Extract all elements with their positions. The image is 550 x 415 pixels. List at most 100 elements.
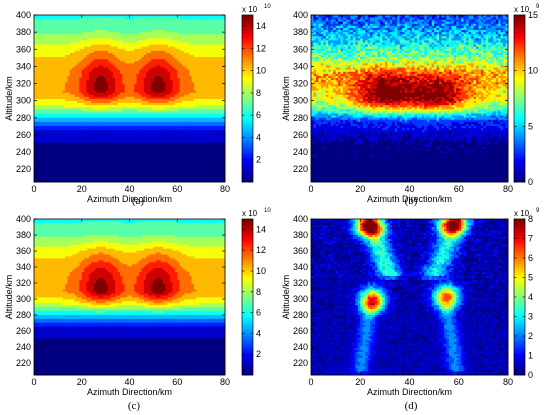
colorbar-tick-label: 14 (256, 21, 266, 31)
colorbar-tick-label: 10 (528, 66, 538, 76)
heatmap-a (34, 15, 225, 182)
y-tick-label: 220 (16, 164, 31, 174)
y-tick-label: 360 (16, 246, 31, 256)
y-tick-label: 400 (16, 10, 31, 20)
y-tick-label: 280 (293, 113, 308, 123)
y-tick-label: 320 (293, 79, 308, 89)
y-tick-label: 320 (293, 278, 308, 288)
colorbar-tick-label: 2 (528, 331, 533, 341)
y-axis-label: Altitude/km (281, 275, 291, 320)
caption-c: (c) (128, 400, 141, 412)
x-tick-label: 40 (404, 184, 414, 194)
x-tick-label: 20 (355, 377, 365, 387)
colorbar-tick-label: 10 (256, 66, 266, 76)
y-axis-label: Altitude/km (281, 76, 291, 121)
x-tick-label: 20 (355, 184, 365, 194)
y-tick-label: 240 (293, 342, 308, 352)
colorbar-multiplier: x 10 (242, 209, 258, 218)
colorbar-tick-label: 12 (256, 43, 266, 53)
y-axis-label: Altitude/km (4, 275, 14, 320)
x-tick-label: 0 (31, 377, 36, 387)
colorbar-tick-label: 14 (256, 224, 266, 234)
y-tick-label: 240 (16, 342, 31, 352)
x-axis-label: Azimuth Direction/km (367, 387, 452, 397)
y-tick-label: 400 (16, 214, 31, 224)
colorbar-tick-label: 6 (528, 253, 533, 263)
y-tick-label: 320 (16, 278, 31, 288)
y-tick-label: 280 (16, 310, 31, 320)
colorbar-tick-label: 5 (528, 273, 533, 283)
caption-a: (a) (132, 195, 145, 207)
colorbar-tick-label: 2 (256, 155, 261, 165)
y-tick-label: 240 (16, 147, 31, 157)
colorbar-exponent: 9 (536, 208, 540, 214)
y-axis-label: Altitude/km (4, 76, 14, 121)
colorbar-tick-label: 1 (528, 351, 533, 361)
x-tick-label: 20 (77, 184, 87, 194)
x-tick-label: 0 (308, 184, 313, 194)
x-axis-label: Azimuth Direction/km (87, 387, 172, 397)
x-tick-label: 60 (172, 184, 182, 194)
y-tick-label: 300 (293, 294, 308, 304)
y-tick-label: 380 (16, 27, 31, 37)
colorbar-tick-label: 2 (256, 349, 261, 359)
panel-c: 0 20 40 60 80220240260280300320340360380400A… (4, 208, 271, 397)
y-tick-label: 260 (16, 326, 31, 336)
y-tick-label: 260 (293, 130, 308, 140)
colorbar-tick-label: 15 (528, 10, 538, 20)
x-tick-label: 40 (404, 377, 414, 387)
panel-d: 0 20 40 60 80220240260280300320340360380400A… (281, 208, 540, 397)
x-tick-label: 20 (77, 377, 87, 387)
x-tick-label: 80 (503, 184, 513, 194)
y-tick-label: 300 (16, 294, 31, 304)
y-tick-label: 340 (16, 61, 31, 71)
y-tick-label: 220 (293, 358, 308, 368)
x-tick-label: 80 (503, 377, 513, 387)
y-tick-label: 360 (293, 246, 308, 256)
colorbar-tick-label: 5 (528, 121, 533, 131)
colorbar-tick-label: 8 (256, 287, 261, 297)
x-axis-label: Azimuth Direction/km (87, 194, 172, 204)
colorbar-multiplier: x 10 (514, 5, 530, 14)
colorbar-tick-label: 6 (256, 110, 261, 120)
y-tick-label: 240 (293, 147, 308, 157)
y-tick-label: 360 (16, 44, 31, 54)
y-tick-label: 300 (293, 96, 308, 106)
colorbar-tick-label: 6 (256, 308, 261, 318)
y-tick-label: 220 (293, 164, 308, 174)
y-tick-label: 340 (16, 262, 31, 272)
x-tick-label: 60 (454, 377, 464, 387)
caption-d: (d) (405, 400, 418, 412)
panel-b: 0 20 40 60 80220240260280300320340360380400A… (281, 4, 540, 204)
y-tick-label: 220 (16, 358, 31, 368)
x-tick-label: 80 (220, 377, 230, 387)
y-tick-label: 280 (16, 113, 31, 123)
x-tick-label: 60 (172, 377, 182, 387)
heatmap-d (311, 219, 508, 375)
colorbar-tick-label: 3 (528, 312, 533, 322)
colorbar-tick-label: 12 (256, 245, 266, 255)
y-tick-label: 340 (293, 61, 308, 71)
x-tick-label: 80 (220, 184, 230, 194)
caption-b: (b) (405, 195, 418, 207)
x-tick-label: 40 (124, 184, 134, 194)
y-tick-label: 260 (293, 326, 308, 336)
y-tick-label: 340 (293, 262, 308, 272)
panel-a: 0 20 40 60 80220240260280300320340360380400A… (4, 4, 271, 204)
colorbar-tick-label: 7 (528, 234, 533, 244)
colorbar-tick-label: 4 (256, 328, 261, 338)
y-tick-label: 360 (293, 44, 308, 54)
y-tick-label: 400 (293, 214, 308, 224)
heatmap-c (34, 219, 225, 375)
heatmap-b (311, 15, 508, 182)
x-tick-label: 0 (308, 377, 313, 387)
colorbar-exponent: 10 (264, 208, 271, 214)
colorbar-tick-label: 8 (256, 88, 261, 98)
y-tick-label: 380 (293, 27, 308, 37)
y-tick-label: 380 (293, 230, 308, 240)
